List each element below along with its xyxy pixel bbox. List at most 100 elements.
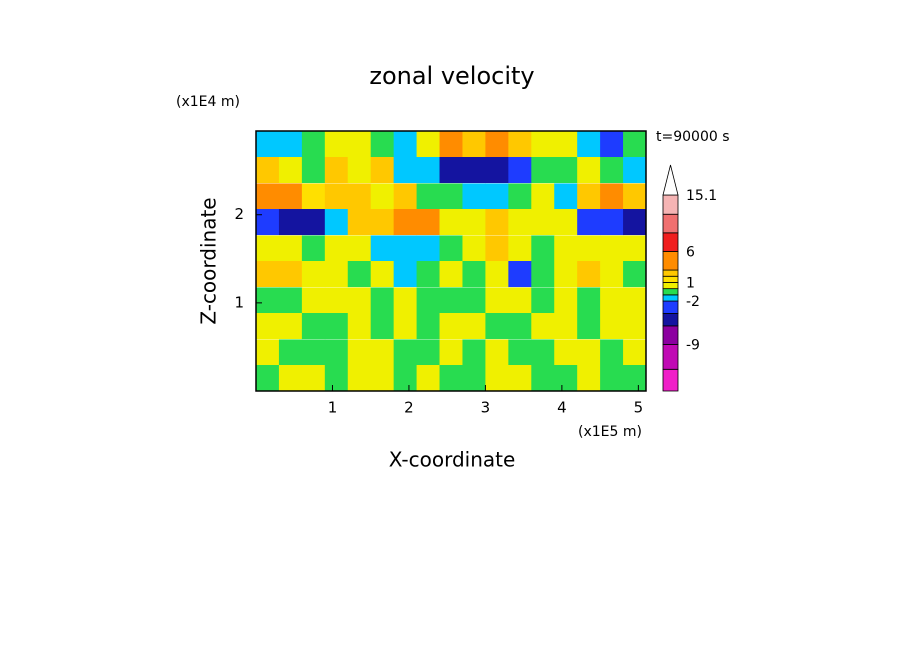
y-unit: (x1E4 m)	[176, 94, 240, 110]
field-cell	[623, 131, 647, 158]
field-cell	[554, 365, 578, 392]
field-cell	[347, 287, 372, 314]
field-cell	[324, 287, 349, 314]
field-cell	[370, 183, 395, 210]
colorbar-label: -2	[686, 294, 700, 310]
field-cell	[577, 131, 601, 158]
field-cell	[324, 365, 349, 392]
field-cell	[393, 209, 418, 236]
field-cell	[508, 287, 532, 314]
field-cell	[577, 183, 601, 210]
field-cell	[439, 339, 463, 366]
field-cell	[416, 287, 441, 314]
field-cell	[256, 313, 280, 340]
field-cell	[393, 157, 418, 184]
field-cell	[278, 157, 303, 184]
field-cell	[554, 157, 578, 184]
field-cell	[416, 365, 441, 392]
field-cell	[301, 157, 326, 184]
field-cell	[485, 235, 509, 262]
field-cell	[508, 339, 532, 366]
field-cell	[485, 287, 509, 314]
field-cell	[416, 209, 441, 236]
field-cell	[600, 339, 624, 366]
field-cell	[508, 209, 532, 236]
field-cell	[256, 287, 280, 314]
field-cell	[577, 313, 601, 340]
field-cell	[462, 287, 486, 314]
field-cell	[531, 131, 555, 158]
field-cell	[462, 209, 486, 236]
field-cell	[462, 157, 486, 184]
field-cell	[256, 365, 280, 392]
y-tick-label: 2	[234, 205, 244, 223]
field-cell	[531, 287, 555, 314]
field-cell	[508, 313, 532, 340]
colorbar-box	[662, 294, 679, 302]
field-cell	[393, 365, 418, 392]
field-cell	[256, 183, 280, 210]
field-cell	[554, 209, 578, 236]
field-cell	[256, 157, 280, 184]
field-cell	[393, 131, 418, 158]
field-cell	[462, 131, 486, 158]
field-cell	[508, 183, 532, 210]
field-cell	[370, 287, 395, 314]
field-cell	[370, 339, 395, 366]
field-cell	[623, 287, 647, 314]
field-cell	[324, 339, 349, 366]
field-cell	[347, 183, 372, 210]
colorbar-box	[662, 194, 679, 215]
field-cell	[439, 235, 463, 262]
field-cell	[324, 209, 349, 236]
field-cell	[462, 183, 486, 210]
field-cell	[324, 235, 349, 262]
field-cell	[508, 365, 532, 392]
colorbar-box	[662, 344, 679, 370]
field-cell	[301, 261, 326, 288]
field-cell	[554, 235, 578, 262]
field-cell	[278, 183, 303, 210]
field-cell	[278, 287, 303, 314]
field-cell	[600, 261, 624, 288]
colorbar-over	[662, 164, 679, 196]
field-cell	[347, 261, 372, 288]
field-cell	[623, 183, 647, 210]
field-cell	[347, 313, 372, 340]
field-cell	[485, 313, 509, 340]
colorbar-box	[662, 368, 679, 392]
field-cell	[600, 313, 624, 340]
field-cell	[393, 313, 418, 340]
field-cell	[439, 365, 463, 392]
field-cell	[485, 131, 509, 158]
field-cell	[370, 209, 395, 236]
field-cell	[301, 365, 326, 392]
field-cell	[370, 235, 395, 262]
field-cell	[531, 235, 555, 262]
field-cell	[301, 235, 326, 262]
field-cell	[508, 261, 532, 288]
field-cell	[301, 209, 326, 236]
field-cell	[600, 131, 624, 158]
field-cell	[623, 235, 647, 262]
field-cell	[577, 339, 601, 366]
field-cell	[600, 235, 624, 262]
field-cell	[278, 235, 303, 262]
field-cell	[462, 235, 486, 262]
field-cell	[324, 261, 349, 288]
field-cell	[485, 183, 509, 210]
field-cell	[531, 339, 555, 366]
field-cell	[278, 339, 303, 366]
field-cell	[577, 287, 601, 314]
field-cell	[416, 157, 441, 184]
field-cell	[600, 157, 624, 184]
colorbar-box	[662, 325, 679, 345]
field-cell	[577, 235, 601, 262]
field-cell	[256, 235, 280, 262]
field-cell	[324, 313, 349, 340]
field-cell	[485, 157, 509, 184]
field-cell	[347, 209, 372, 236]
field-cell	[600, 209, 624, 236]
field-cell	[416, 183, 441, 210]
